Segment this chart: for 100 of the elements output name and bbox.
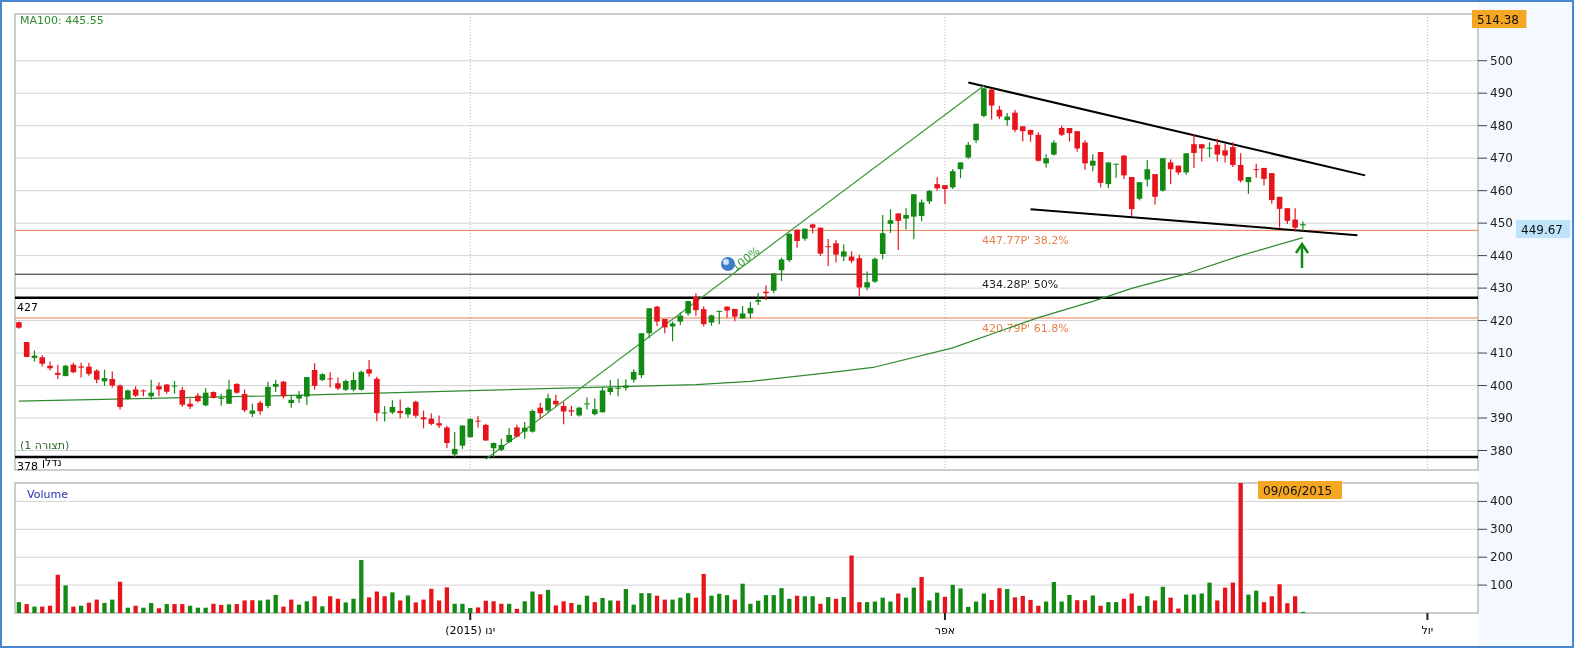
bar — [429, 588, 434, 613]
bar — [678, 597, 683, 613]
bar — [896, 593, 901, 613]
candlestick — [296, 390, 302, 404]
candlestick — [117, 383, 123, 411]
candlestick — [825, 238, 832, 267]
y-tick-label: 380 — [1490, 443, 1513, 458]
candlestick — [918, 198, 925, 222]
bar — [47, 605, 53, 613]
bar — [615, 600, 621, 613]
candlestick — [366, 359, 372, 378]
bar — [110, 599, 115, 613]
bar — [1222, 587, 1228, 613]
bar — [1184, 594, 1189, 613]
bar — [1176, 608, 1181, 613]
candlestick — [1222, 142, 1228, 163]
y-tick-label: 300 — [1490, 522, 1513, 537]
bar — [545, 589, 551, 613]
bar — [802, 596, 807, 613]
bar — [250, 600, 255, 613]
bar — [328, 596, 333, 613]
bar — [483, 600, 488, 613]
candlestick — [350, 371, 357, 392]
bar — [265, 599, 271, 613]
bar — [857, 602, 862, 613]
candlestick — [148, 379, 154, 401]
bar — [452, 603, 457, 613]
bar — [382, 596, 387, 613]
bar — [102, 602, 107, 613]
bar — [273, 594, 278, 613]
candlestick — [436, 414, 442, 429]
bar — [639, 593, 644, 613]
bar — [1152, 600, 1158, 613]
bar — [1082, 600, 1088, 613]
x-tick-label: אפר — [934, 624, 956, 637]
bar — [927, 600, 932, 613]
bar — [919, 577, 924, 613]
bar — [180, 604, 185, 613]
candlestick — [1191, 133, 1197, 169]
bar — [841, 597, 846, 613]
bar — [966, 606, 971, 613]
candlestick — [1113, 163, 1119, 179]
bar — [981, 593, 986, 613]
bar — [973, 601, 979, 613]
bar — [1277, 584, 1282, 613]
bar — [826, 597, 831, 613]
candlestick — [942, 184, 948, 205]
bar — [257, 600, 263, 613]
bar — [950, 584, 955, 613]
y-tick-label: 390 — [1490, 411, 1513, 426]
candlestick — [724, 306, 730, 319]
bar — [872, 601, 878, 613]
y-tick-label: 460 — [1490, 183, 1513, 198]
bar — [1269, 596, 1274, 613]
candlestick — [1043, 153, 1049, 169]
bar — [989, 599, 994, 613]
bar — [1051, 582, 1057, 613]
bar — [647, 593, 652, 613]
bar — [779, 588, 784, 613]
bar — [24, 604, 29, 613]
candlestick — [1074, 130, 1081, 153]
bar — [1020, 595, 1025, 613]
bar — [833, 598, 839, 613]
bar — [756, 600, 761, 613]
bar — [530, 591, 535, 613]
bar — [1191, 594, 1197, 613]
bar — [86, 602, 92, 613]
bar — [935, 592, 940, 613]
candlestick — [1105, 161, 1112, 189]
bar — [133, 605, 138, 613]
y-tick-label: 500 — [1490, 53, 1513, 68]
candlestick — [833, 239, 839, 264]
bar — [1160, 586, 1165, 613]
bar — [281, 606, 286, 613]
bar — [1145, 596, 1150, 613]
bar — [942, 596, 948, 613]
candlestick — [1292, 207, 1298, 233]
bar — [55, 574, 60, 613]
bar — [538, 594, 543, 613]
bar — [522, 601, 527, 613]
bar — [366, 597, 372, 613]
candlestick — [179, 386, 186, 408]
candlestick — [475, 415, 481, 429]
bar — [1246, 594, 1251, 613]
bar — [79, 605, 84, 613]
candlestick — [1183, 152, 1189, 176]
candlestick — [879, 214, 886, 260]
ref-line-label: 434.28P' 50% — [982, 278, 1059, 292]
bar — [740, 583, 745, 613]
candlestick — [358, 370, 365, 392]
bar — [1168, 597, 1173, 613]
text: 449.67 — [1521, 223, 1563, 237]
bar — [810, 596, 815, 613]
candlestick — [988, 88, 995, 121]
y-tick-label: 100 — [1490, 578, 1513, 593]
candlestick — [304, 376, 310, 406]
candlestick — [187, 397, 193, 410]
candlestick — [545, 393, 551, 414]
y-tick-label: 440 — [1490, 248, 1513, 263]
candlestick — [1136, 181, 1143, 201]
